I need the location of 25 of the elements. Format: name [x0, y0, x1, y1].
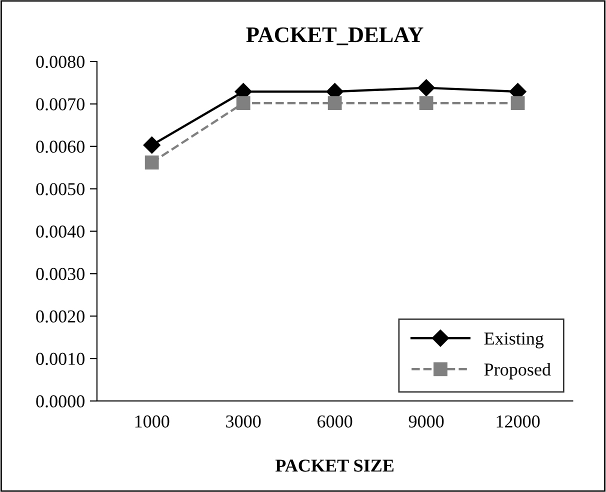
legend-label: Proposed [484, 362, 551, 380]
point [419, 96, 434, 110]
y-tick-label: 0.0070 [36, 98, 84, 110]
x-tick-label: 6000 [318, 415, 352, 428]
x-tick-label: 1000 [135, 415, 170, 428]
x-axis-title: PACKET SIZE [275, 460, 394, 472]
x-tick-label: 12000 [496, 415, 540, 428]
point [143, 136, 160, 154]
point [236, 96, 250, 110]
chart-title: PACKET_DELAY [246, 27, 424, 46]
point [144, 156, 159, 170]
x-tick-label: 3000 [226, 415, 261, 428]
y-tick-label: 0.0040 [36, 225, 84, 238]
legend-label: Existing [484, 332, 544, 348]
y-tick-label: 0.0060 [36, 140, 84, 153]
point [328, 96, 342, 110]
y-tick-label: 0.0030 [36, 268, 84, 280]
point [510, 96, 525, 110]
y-tick-label: 0.0050 [36, 183, 84, 196]
y-tick-label: 0.0010 [36, 352, 84, 366]
y-tick-label: 0.0020 [36, 310, 84, 323]
y-tick-label: 0.0080 [36, 56, 84, 68]
y-tick-label: 0.0000 [36, 395, 84, 408]
point [418, 79, 435, 96]
x-tick-label: 9000 [408, 415, 444, 428]
